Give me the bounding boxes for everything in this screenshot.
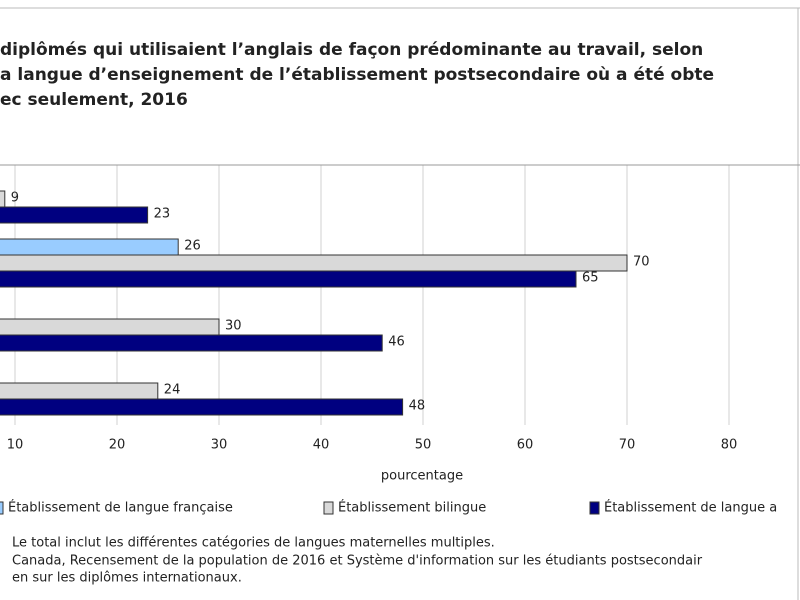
value-label: 9 xyxy=(11,191,19,206)
legend-label: Établissement bilingue xyxy=(338,500,486,516)
bar xyxy=(0,254,628,272)
x-axis-title: pourcentage xyxy=(381,469,463,484)
legend-swatch xyxy=(323,501,334,515)
value-label: 26 xyxy=(184,239,201,254)
x-tick-label: 20 xyxy=(109,438,126,453)
bar xyxy=(0,382,159,400)
note: Canada, Recensement de la population de … xyxy=(12,554,703,569)
legend-label: Établissement de langue française xyxy=(8,500,233,516)
value-label: 46 xyxy=(388,335,405,350)
x-tick-label: 80 xyxy=(721,438,738,453)
bar xyxy=(0,190,6,208)
x-tick-label: 70 xyxy=(619,438,636,453)
value-label: 48 xyxy=(409,399,426,414)
bar xyxy=(0,206,149,224)
chart-title: a langue d’enseignement de l’établisseme… xyxy=(0,65,714,85)
chart-title: ec seulement, 2016 xyxy=(0,90,188,110)
legend-swatch xyxy=(589,501,600,515)
bar xyxy=(0,398,404,416)
x-tick-label: 50 xyxy=(415,438,432,453)
value-label: 65 xyxy=(582,271,599,286)
value-label: 24 xyxy=(164,383,181,398)
x-tick-label: 10 xyxy=(7,438,24,453)
value-label: 70 xyxy=(633,255,650,270)
note: Le total inclut les différentes catégori… xyxy=(12,536,495,551)
value-label: 30 xyxy=(225,319,242,334)
chart-title: diplômés qui utilisaient l’anglais de fa… xyxy=(0,40,703,60)
value-label: 23 xyxy=(154,207,171,222)
x-tick-label: 30 xyxy=(211,438,228,453)
bar xyxy=(0,270,577,288)
bar xyxy=(0,318,220,336)
x-tick-label: 60 xyxy=(517,438,534,453)
bar xyxy=(0,334,383,352)
bar xyxy=(0,238,179,256)
x-tick-label: 40 xyxy=(313,438,330,453)
legend-label: Établissement de langue a xyxy=(604,500,777,516)
note: en sur les diplômes internationaux. xyxy=(12,571,242,586)
legend-swatch xyxy=(0,501,4,515)
